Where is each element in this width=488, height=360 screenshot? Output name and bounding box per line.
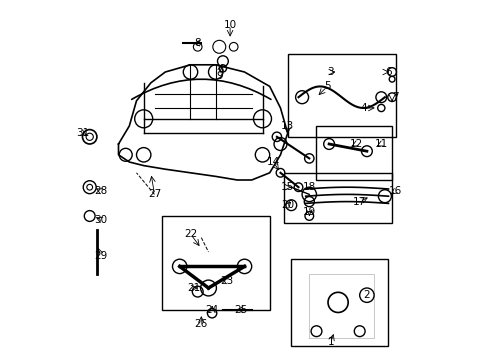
Text: 19: 19 [302,207,315,217]
Text: 20: 20 [281,200,294,210]
Text: 5: 5 [324,81,330,91]
Text: 28: 28 [94,186,107,196]
Bar [316,126,391,180]
Text: 27: 27 [147,189,161,199]
Text: 31: 31 [76,128,89,138]
Text: 18: 18 [302,182,315,192]
Text: 26: 26 [194,319,207,329]
Text: 12: 12 [349,139,362,149]
Text: 25: 25 [234,305,247,315]
Text: 24: 24 [205,305,218,315]
Text: 13: 13 [281,121,294,131]
Text: 14: 14 [266,157,279,167]
Text: 10: 10 [223,20,236,30]
Text: 4: 4 [359,103,366,113]
Text: 2: 2 [363,290,369,300]
Bar [162,216,269,310]
Text: 15: 15 [281,182,294,192]
Text: 30: 30 [94,215,107,225]
Text: 8: 8 [194,38,201,48]
Text: 22: 22 [183,229,197,239]
Text: 23: 23 [220,276,233,286]
Bar [287,54,395,137]
Bar [284,173,391,223]
Text: 3: 3 [327,67,333,77]
Bar [291,259,387,346]
Text: 9: 9 [216,71,222,81]
Text: 7: 7 [391,92,398,102]
Text: 21: 21 [187,283,200,293]
Text: 17: 17 [352,197,366,207]
Text: 6: 6 [385,67,391,77]
Text: 29: 29 [94,251,107,261]
Text: 11: 11 [374,139,387,149]
Text: 1: 1 [327,337,333,347]
Text: 16: 16 [388,186,402,196]
